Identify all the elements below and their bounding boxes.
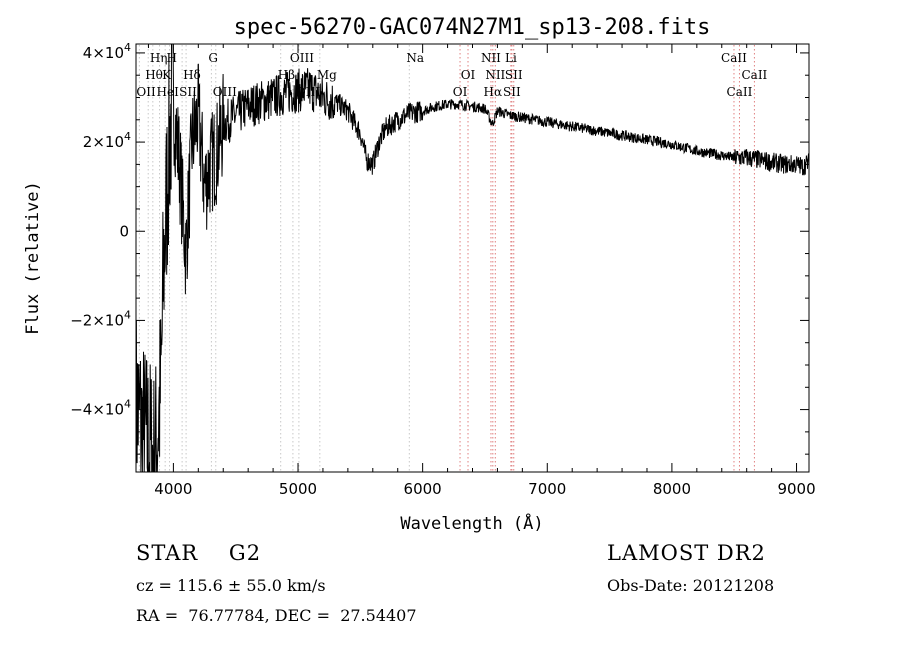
object-class: STAR G2	[136, 541, 262, 565]
survey-name: LAMOST DR2	[607, 541, 766, 565]
line-label-17: NII	[481, 51, 501, 65]
line-label-16: OI	[461, 68, 476, 82]
line-label-4: K	[162, 68, 172, 82]
line-label-25: CaII	[741, 68, 767, 82]
line-label-2: Hη	[150, 51, 168, 65]
y-axis: 4×104 2×104 0 −2×104 −4×104	[70, 41, 809, 455]
y-tick-label: 2×104	[83, 130, 131, 151]
x-axis-label: Wavelength (Å)	[400, 512, 543, 534]
series-spectrum	[135, 43, 810, 473]
spectral-line-labels: OIIHθHηHeIKHSIIHδGOIIIHβOIIIOIIIMgNaOIOI…	[136, 51, 767, 99]
x-tick-label: 4000	[154, 480, 192, 498]
line-label-8: G	[208, 51, 218, 65]
x-tick-label: 6000	[404, 480, 442, 498]
line-label-24: CaII	[727, 85, 753, 99]
line-label-19: NII	[485, 68, 505, 82]
line-label-20: Li	[505, 51, 517, 65]
x-tick-label: 8000	[653, 480, 691, 498]
line-label-6: SII	[179, 85, 197, 99]
x-tick-label: 5000	[279, 480, 317, 498]
x-tick-label: 7000	[528, 480, 566, 498]
line-label-23: CaII	[721, 51, 747, 65]
coordinates: RA = 76.77784, DEC = 27.54407	[136, 606, 417, 625]
line-label-18: Hα	[484, 85, 503, 99]
y-axis-label: Flux (relative)	[23, 181, 43, 335]
line-label-0: OII	[136, 85, 156, 99]
redshift-velocity: cz = 115.6 ± 55.0 km/s	[136, 576, 326, 595]
x-axis: 4000 5000 6000 7000 8000 9000	[147, 44, 816, 498]
y-tick-label: 4×104	[83, 41, 131, 62]
line-label-14: Na	[406, 51, 424, 65]
line-label-15: OI	[453, 85, 468, 99]
line-label-9: OIII	[213, 85, 237, 99]
line-label-1: Hθ	[145, 68, 163, 82]
line-label-3: HeI	[157, 85, 180, 99]
y-tick-label: 0	[119, 222, 129, 240]
line-label-7: Hδ	[183, 68, 201, 82]
chart-title: spec-56270-GAC074N27M1_sp13-208.fits	[234, 15, 711, 40]
line-label-13: Mg	[317, 68, 337, 82]
y-tick-label: −4×104	[70, 398, 131, 419]
line-label-11: OIII	[290, 51, 314, 65]
y-tick-label: −2×104	[70, 308, 131, 329]
line-label-22: SII	[505, 68, 523, 82]
line-label-21: SII	[503, 85, 521, 99]
x-tick-label: 9000	[777, 480, 815, 498]
observation-date: Obs-Date: 20121208	[607, 576, 775, 595]
